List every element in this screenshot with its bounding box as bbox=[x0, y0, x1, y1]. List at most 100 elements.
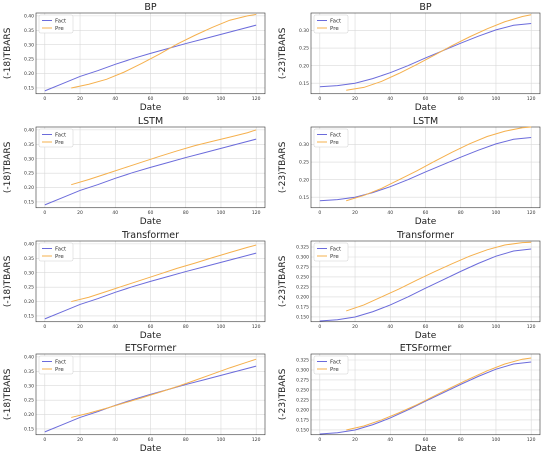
x-tick-label: 100 bbox=[217, 96, 226, 102]
plot-frame bbox=[35, 353, 266, 436]
x-axis-label: Date bbox=[140, 217, 162, 227]
series-line-fact bbox=[319, 136, 532, 201]
x-tick-label: 0 bbox=[43, 437, 46, 443]
legend-label: Fact bbox=[55, 132, 67, 138]
x-tick-label: 40 bbox=[112, 323, 118, 329]
plot-frame bbox=[310, 240, 541, 322]
legend-label: Pre bbox=[330, 367, 339, 373]
y-tick-label: 0.40 bbox=[24, 241, 34, 247]
series-line-fact bbox=[44, 138, 257, 206]
x-tick-label: 80 bbox=[458, 323, 464, 329]
y-tick-label: 0.175 bbox=[296, 304, 309, 310]
y-tick-label: 0.15 bbox=[24, 427, 34, 433]
x-tick-label: 40 bbox=[112, 96, 118, 102]
legend-label: Pre bbox=[330, 26, 339, 32]
y-tick-label: 0.200 bbox=[296, 294, 309, 300]
x-axis-label: Date bbox=[415, 217, 437, 227]
x-tick-label: 40 bbox=[387, 210, 393, 216]
x-tick-label: 120 bbox=[527, 437, 536, 443]
x-tick-label: 0 bbox=[43, 210, 46, 216]
x-tick-label: 60 bbox=[148, 210, 154, 216]
x-tick-label: 0 bbox=[318, 323, 321, 329]
chart-panel: 0 20 40 60 80 100 120 0.15 0.20 0.25 0.30 0.35 0.40 F… bbox=[0, 114, 275, 228]
chart-svg: 0 20 40 60 80 100 120 0.150 0.175 0.200 0.225 0.250… bbox=[278, 343, 541, 454]
y-tick-label: 0.225 bbox=[296, 398, 309, 404]
chart-svg: 0 20 40 60 80 100 120 0.150 0.175 0.200 0.225 0.250… bbox=[278, 230, 541, 340]
x-tick-label: 0 bbox=[43, 96, 46, 102]
y-tick-label: 0.300 bbox=[296, 368, 309, 374]
y-tick-label: 0.15 bbox=[24, 199, 34, 205]
chart-panel: 0 20 40 60 80 100 120 0.15 0.20 0.25 0.30 0.35 0.40 F… bbox=[0, 0, 275, 114]
y-tick-label: 0.15 bbox=[24, 86, 34, 92]
x-tick-label: 80 bbox=[458, 96, 464, 102]
y-tick-label: 0.30 bbox=[24, 384, 34, 390]
series-line-fact bbox=[319, 361, 532, 435]
x-tick-label: 20 bbox=[77, 323, 83, 329]
x-tick-label: 100 bbox=[492, 96, 501, 102]
x-tick-label: 100 bbox=[492, 323, 501, 329]
y-tick-label: 0.40 bbox=[24, 127, 34, 133]
y-tick-label: 0.20 bbox=[24, 185, 34, 191]
x-tick-label: 60 bbox=[148, 96, 154, 102]
series-line-pre bbox=[346, 126, 532, 201]
legend-label: Pre bbox=[330, 254, 339, 260]
series-line-pre bbox=[346, 14, 532, 91]
x-tick-label: 100 bbox=[217, 437, 226, 443]
y-tick-label: 0.25 bbox=[24, 170, 34, 176]
x-axis-label: Date bbox=[415, 103, 437, 113]
y-axis-label: (-23)TBARS bbox=[278, 27, 288, 79]
y-tick-label: 0.25 bbox=[24, 284, 34, 290]
y-tick-label: 0.200 bbox=[296, 408, 309, 414]
x-axis-label: Date bbox=[415, 330, 437, 340]
x-tick-label: 80 bbox=[458, 437, 464, 443]
plot-frame bbox=[35, 240, 266, 322]
series-line-fact bbox=[319, 248, 532, 321]
y-axis-label: (-18)TBARS bbox=[3, 369, 13, 421]
y-tick-label: 0.15 bbox=[24, 313, 34, 319]
y-axis-label: (-18)TBARS bbox=[3, 141, 13, 193]
series-line-pre bbox=[71, 129, 257, 185]
y-tick-label: 0.35 bbox=[24, 142, 34, 148]
x-tick-label: 0 bbox=[318, 437, 321, 443]
chart-svg: 0 20 40 60 80 100 120 0.15 0.20 0.25 0.30 Fact Pre LS… bbox=[278, 116, 541, 227]
legend-label: Pre bbox=[55, 26, 64, 32]
chart-title: ETSFormer bbox=[400, 343, 452, 354]
y-tick-label: 0.20 bbox=[24, 71, 34, 77]
x-tick-label: 120 bbox=[527, 96, 536, 102]
y-tick-label: 0.25 bbox=[299, 159, 309, 165]
x-axis-label: Date bbox=[415, 444, 437, 454]
x-tick-label: 120 bbox=[252, 323, 261, 329]
plot-frame bbox=[35, 126, 266, 208]
chart-panel: 0 20 40 60 80 100 120 0.150 0.175 0.200 0.225 0.250… bbox=[275, 341, 550, 455]
chart-svg: 0 20 40 60 80 100 120 0.15 0.20 0.25 0.30 0.35 0.40 F… bbox=[3, 343, 266, 454]
legend-label: Fact bbox=[330, 246, 342, 252]
x-axis-label: Date bbox=[140, 330, 162, 340]
chart-title: Transformer bbox=[121, 230, 179, 241]
y-tick-label: 0.30 bbox=[24, 156, 34, 162]
chart-title: LSTM bbox=[413, 116, 438, 127]
y-tick-label: 0.25 bbox=[24, 398, 34, 404]
x-tick-label: 120 bbox=[252, 210, 261, 216]
x-tick-label: 20 bbox=[77, 96, 83, 102]
plot-frame bbox=[310, 126, 541, 208]
y-tick-label: 0.20 bbox=[24, 412, 34, 418]
y-axis-label: (-23)TBARS bbox=[278, 369, 288, 421]
y-tick-label: 0.275 bbox=[296, 264, 309, 270]
y-tick-label: 0.15 bbox=[299, 195, 309, 201]
x-axis-label: Date bbox=[140, 444, 162, 454]
x-tick-label: 120 bbox=[252, 437, 261, 443]
x-tick-label: 80 bbox=[183, 437, 189, 443]
chart-panel: 0 20 40 60 80 100 120 0.15 0.20 0.25 0.30 Fact Pre LS… bbox=[275, 114, 550, 228]
x-tick-label: 0 bbox=[318, 96, 321, 102]
x-tick-label: 80 bbox=[458, 210, 464, 216]
chart-panel: 0 20 40 60 80 100 120 0.15 0.20 0.25 0.30 Fact Pre BP… bbox=[275, 0, 550, 114]
x-tick-label: 100 bbox=[217, 323, 226, 329]
y-tick-label: 0.150 bbox=[296, 314, 309, 320]
chart-panel: 0 20 40 60 80 100 120 0.150 0.175 0.200 0.225 0.250… bbox=[275, 228, 550, 342]
series-line-pre bbox=[71, 244, 257, 302]
y-tick-label: 0.225 bbox=[296, 284, 309, 290]
legend-label: Fact bbox=[330, 19, 342, 25]
